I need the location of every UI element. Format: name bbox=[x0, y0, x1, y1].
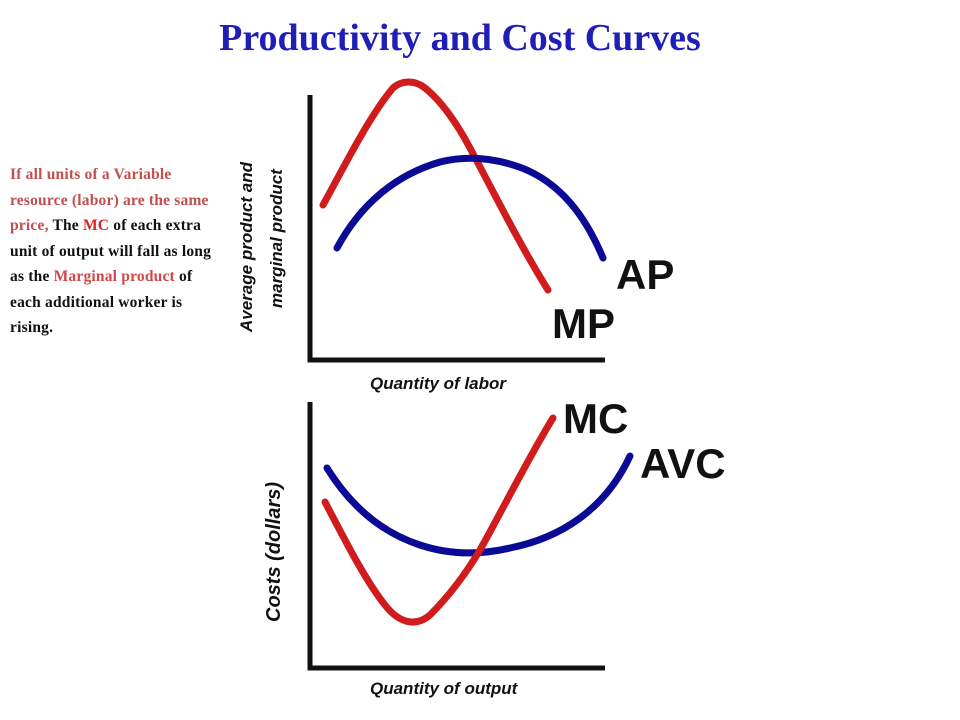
explanation-part2: The bbox=[48, 217, 83, 234]
avc-label: AVC bbox=[640, 440, 726, 487]
avc-curve bbox=[323, 452, 634, 557]
slide-title: Productivity and Cost Curves bbox=[219, 17, 701, 59]
explanation-mc: MC bbox=[82, 217, 110, 234]
ap-curve bbox=[333, 154, 607, 262]
mc-curve bbox=[321, 414, 557, 626]
bottom-panel: Costs (dollars) Quantity of output MC AV… bbox=[263, 395, 726, 698]
ap-label: AP bbox=[616, 251, 674, 298]
bottom-axes bbox=[307, 402, 605, 671]
mp-curve bbox=[319, 78, 552, 294]
explanation-part1: If all units of a Variable resource (lab… bbox=[10, 166, 209, 234]
top-y-label-line1: Average product and bbox=[237, 161, 256, 333]
explanation-text: If all units of a Variable resource (lab… bbox=[10, 162, 215, 341]
mc-label: MC bbox=[563, 395, 628, 442]
explanation-part4: of each additional worker is rising. bbox=[10, 268, 193, 336]
top-panel: Average product and marginal product Qua… bbox=[237, 78, 674, 393]
top-axes bbox=[307, 95, 605, 363]
explanation-part3: of each extra unit of output will fall a… bbox=[10, 217, 212, 285]
bottom-y-label: Costs (dollars) bbox=[263, 482, 285, 622]
bottom-x-label: Quantity of output bbox=[370, 679, 519, 698]
explanation-marginal-product: Marginal product bbox=[53, 268, 175, 285]
mp-label: MP bbox=[552, 300, 615, 347]
top-x-label: Quantity of labor bbox=[370, 374, 507, 393]
top-y-label-line2: marginal product bbox=[267, 168, 286, 308]
